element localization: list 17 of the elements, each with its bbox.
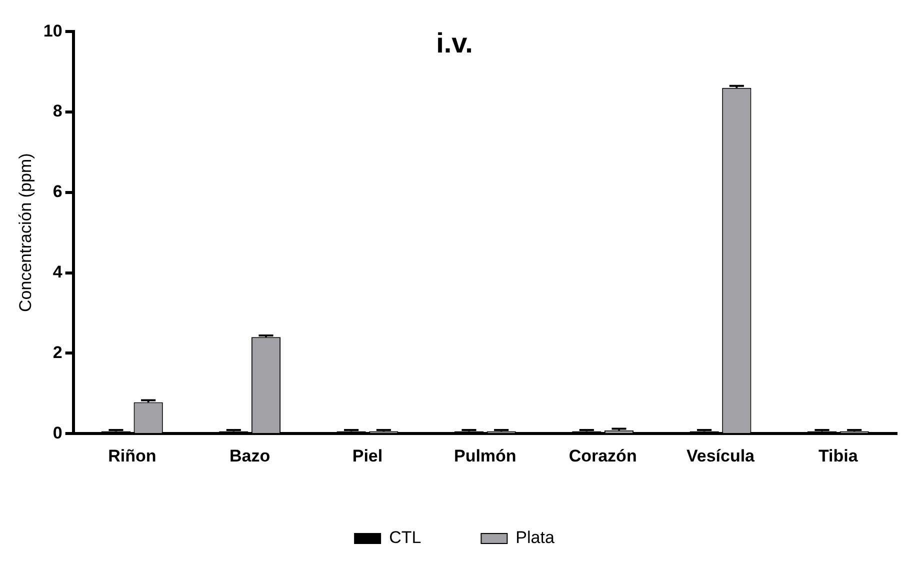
x-tick-label: Riñon bbox=[108, 446, 156, 466]
y-tick-label: 4 bbox=[52, 262, 63, 282]
x-tick-label: Vesícula bbox=[686, 446, 756, 466]
legend-label: Plata bbox=[516, 528, 555, 548]
x-tick-label: Piel bbox=[352, 446, 383, 466]
y-tick-label: 2 bbox=[52, 342, 62, 362]
x-tick-label: Tibia bbox=[818, 446, 858, 466]
y-tick-label: 0 bbox=[52, 423, 62, 442]
y-tick-label: 8 bbox=[52, 102, 62, 121]
x-tick-label: Bazo bbox=[230, 446, 270, 466]
chart-title: i.v. bbox=[436, 28, 473, 59]
x-tick-label: Pulmón bbox=[454, 446, 516, 466]
legend-label: CTL bbox=[389, 528, 422, 548]
y-tick-label: 6 bbox=[52, 182, 62, 202]
y-tick-label: 10 bbox=[43, 21, 62, 40]
x-tick-label: Corazón bbox=[568, 446, 637, 466]
y-axis-title: Concentración (ppm) bbox=[16, 153, 35, 312]
